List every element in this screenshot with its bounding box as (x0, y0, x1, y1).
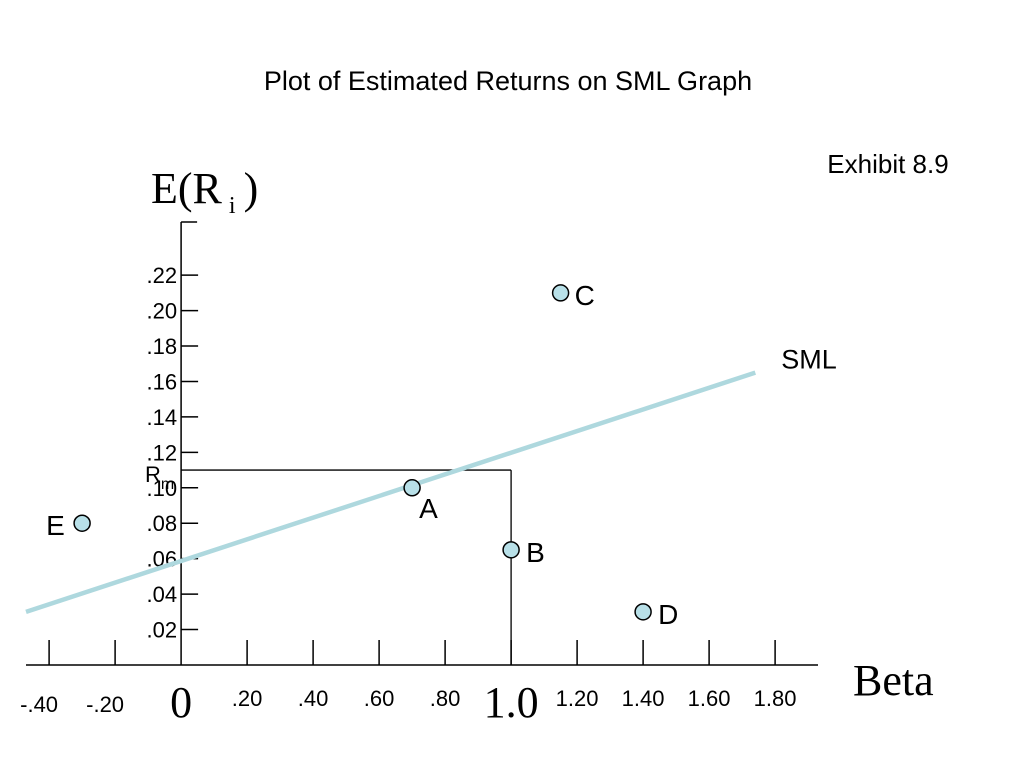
sml-line (25, 370, 757, 614)
x-axis-label: Beta (853, 656, 934, 705)
point-label-b: B (526, 537, 545, 568)
x-tick-label: 0 (170, 678, 192, 727)
y-tick-label: .16 (147, 369, 178, 394)
rm-label-main: R (145, 462, 161, 487)
x-tick-label: .40 (298, 686, 329, 711)
y-axis-label-close: ) (244, 164, 259, 213)
point-label-c: C (575, 280, 595, 311)
y-tick-label: .02 (147, 618, 178, 643)
y-axis-label: E(R i) (151, 164, 258, 219)
x-tick-label: 1.20 (556, 686, 599, 711)
point-label-e: E (46, 510, 65, 541)
x-tick-label: -.20 (86, 692, 124, 717)
y-tick-label: .08 (147, 511, 178, 536)
x-tick-label: 1.80 (754, 686, 797, 711)
rm-label: Rm (145, 462, 174, 493)
y-axis-label-main: E(R (151, 164, 223, 213)
x-tick-label: 1.0 (484, 678, 539, 727)
x-tick-label: -.40 (20, 692, 58, 717)
point-e (73, 514, 91, 532)
plot-area: -.40 -.20 0 .20 .40 .60 .80 1.0 1.20 1.40 1.60 1.80… (20, 221, 837, 727)
y-tick-label: .18 (147, 334, 178, 359)
y-axis-label-subscript: i (229, 193, 236, 219)
point-a (403, 479, 421, 497)
x-tick-label: 1.60 (688, 686, 731, 711)
y-tick-label: .12 (147, 440, 178, 465)
sml-label: SML (781, 345, 837, 375)
point-d (634, 603, 652, 621)
point-label-d: D (658, 599, 678, 630)
exhibit-label: Exhibit 8.9 (827, 149, 948, 179)
point-b (502, 541, 520, 559)
y-tick-label: .20 (147, 299, 178, 324)
point-label-a: A (419, 493, 438, 524)
x-tick-label: 1.40 (622, 686, 665, 711)
x-tick-label: .80 (430, 686, 461, 711)
point-c (551, 284, 570, 302)
rm-label-subscript: m (161, 476, 174, 493)
x-tick-label: .60 (364, 686, 395, 711)
y-tick-label: .04 (147, 582, 178, 607)
chart-title: Plot of Estimated Returns on SML Graph (264, 66, 752, 96)
x-tick-label: .20 (232, 686, 263, 711)
y-tick-label: .14 (147, 405, 178, 430)
y-tick-label: .10 (147, 476, 178, 501)
y-tick-label: .22 (147, 263, 178, 288)
